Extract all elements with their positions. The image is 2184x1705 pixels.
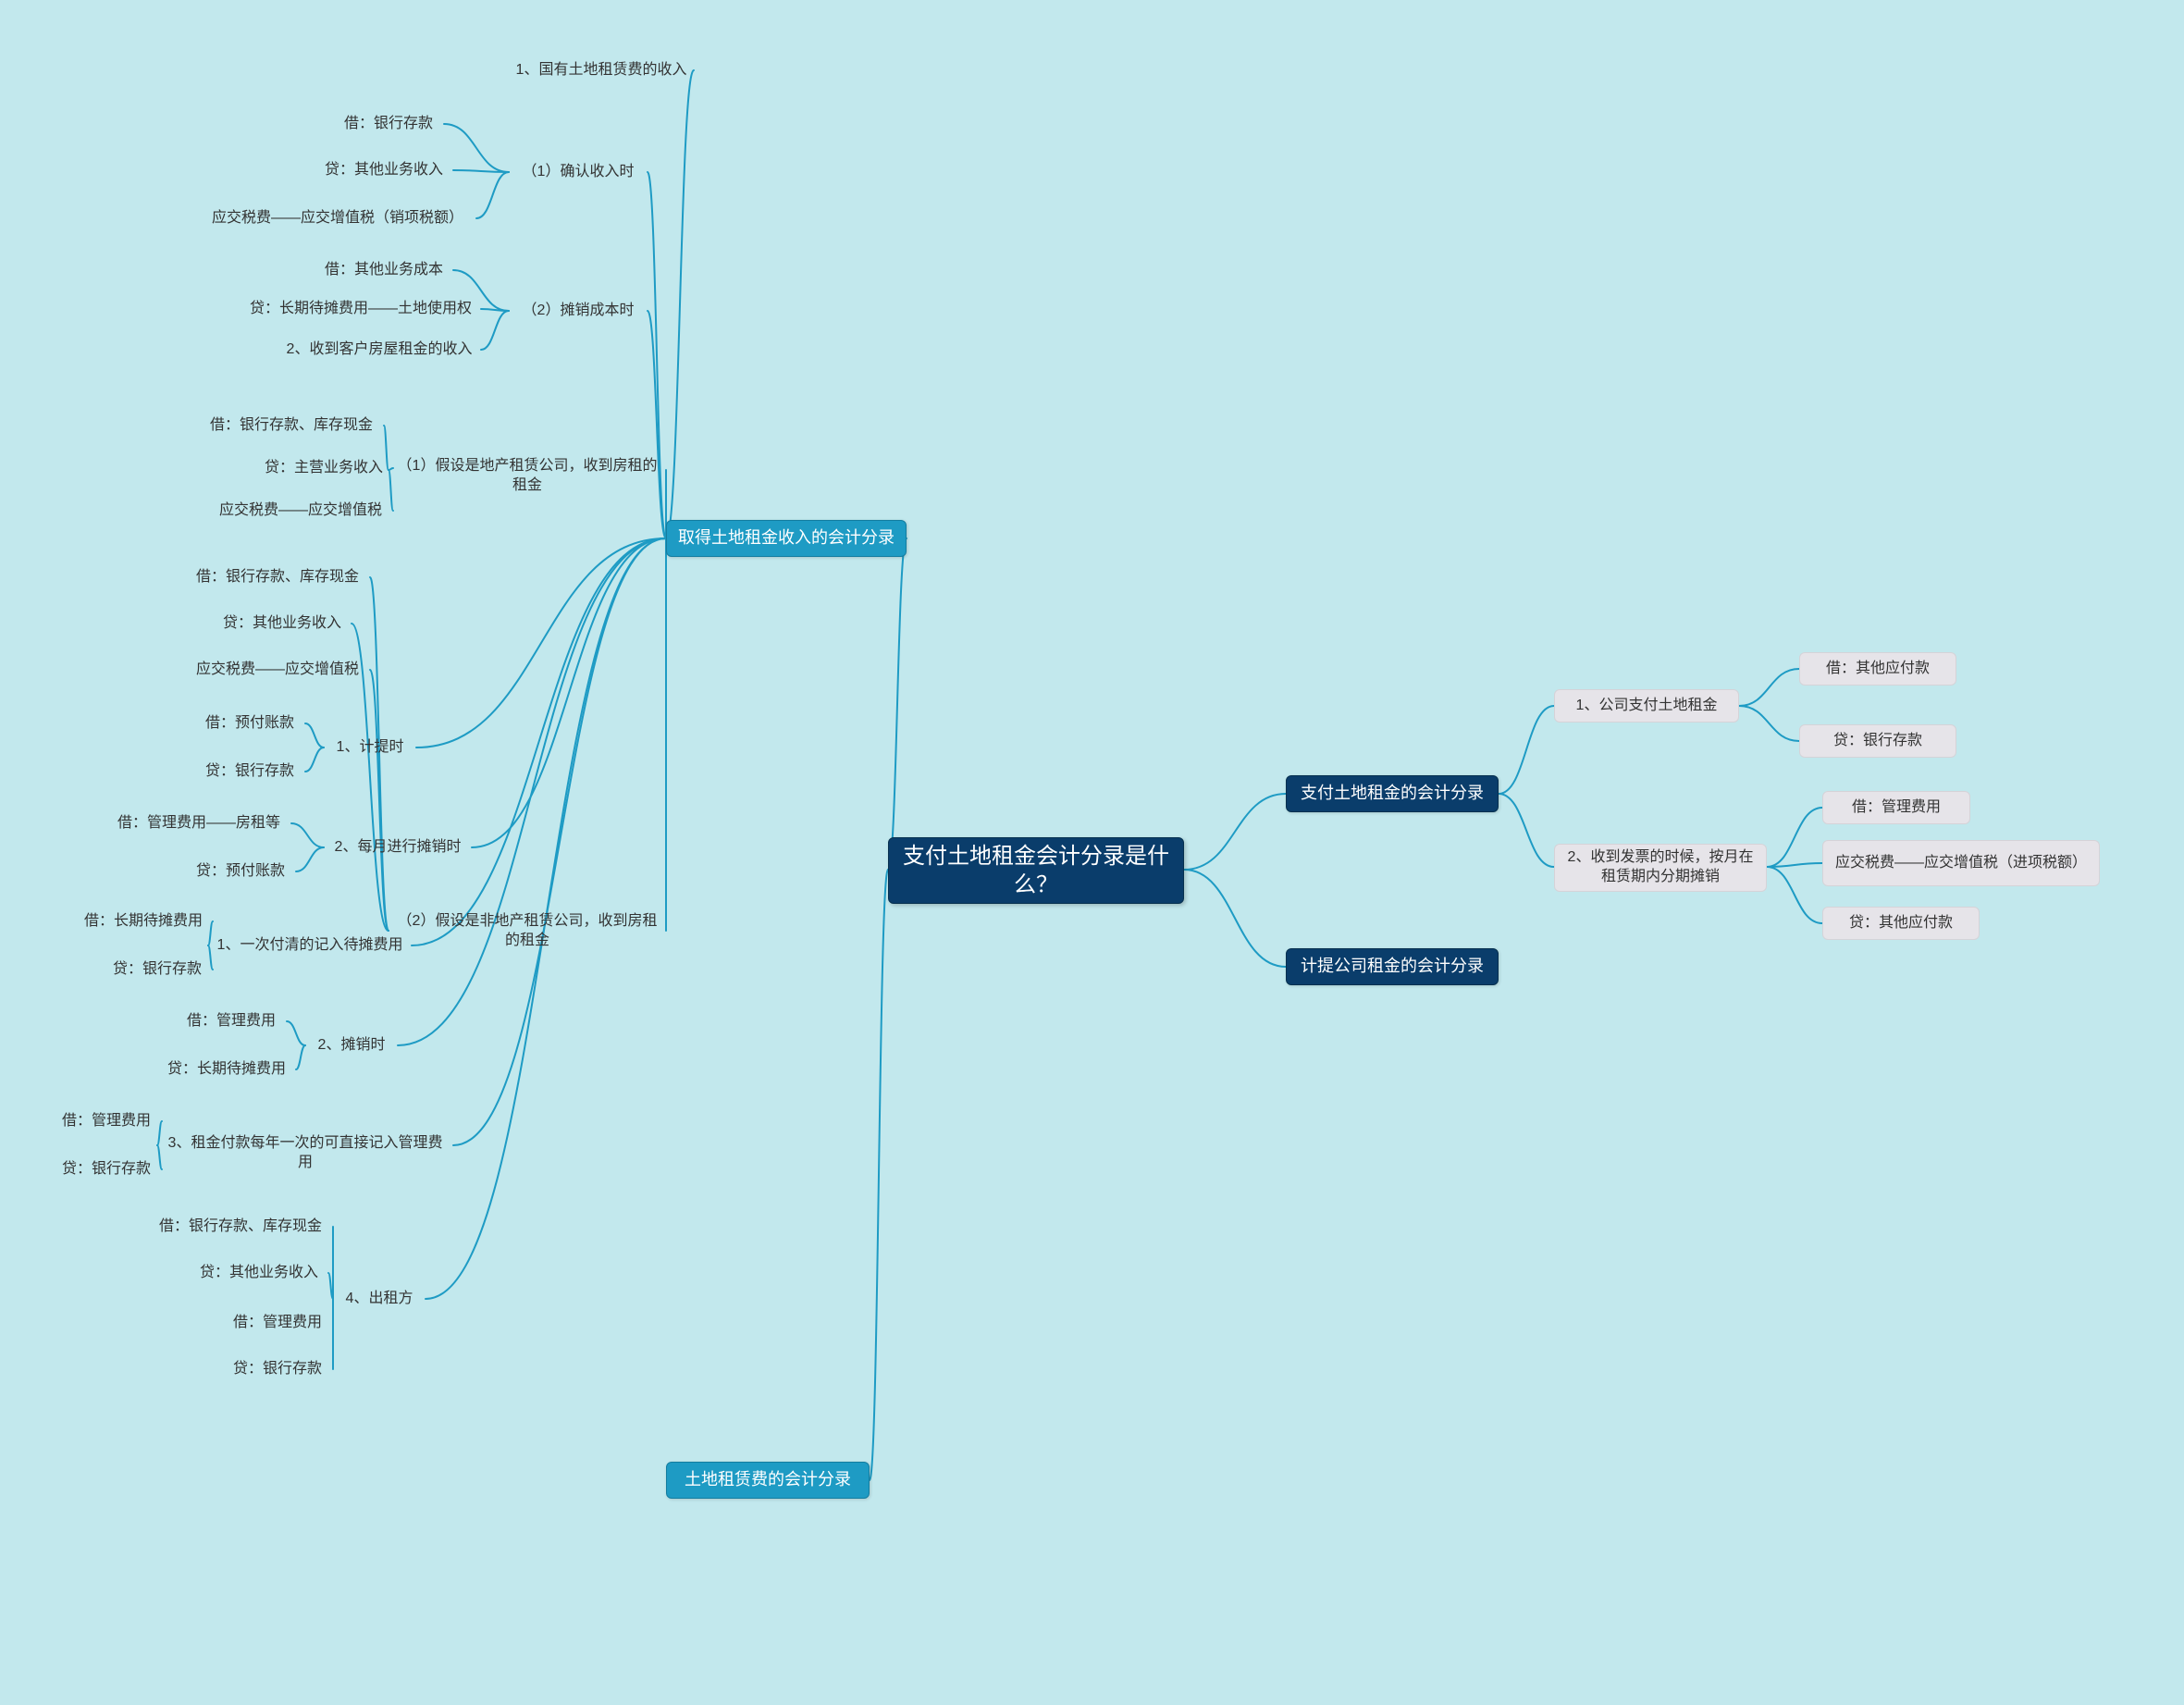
- left-child-0-7: 1、一次付清的记入待摊费用: [208, 934, 412, 957]
- left-leaf-0-4-2: 应交税费——应交增值税: [185, 659, 370, 681]
- left-leaf-0-10-3: 贷：银行存款: [222, 1358, 333, 1380]
- left-leaf-0-2-2: 2、收到客户房屋租金的收入: [278, 339, 481, 361]
- left-child-0-2: （2）摊销成本时: [509, 298, 648, 324]
- left-leaf-0-1-0: 借：银行存款: [333, 113, 444, 135]
- left-child-0-10: 4、出租方: [333, 1288, 426, 1310]
- left-child-0-4: （2）假设是非地产租赁公司，收到房租的租金: [389, 912, 666, 951]
- left-child-0-5: 1、计提时: [324, 736, 416, 759]
- left-leaf-0-6-0: 借：管理费用——房租等: [106, 812, 291, 834]
- left-leaf-0-2-1: 贷：长期待摊费用——土地使用权: [241, 298, 481, 320]
- left-leaf-0-8-0: 借：管理费用: [176, 1010, 287, 1032]
- left-leaf-0-1-2: 应交税费——应交增值税（销项税额）: [199, 200, 476, 237]
- right-leaf-0-1-2: 贷：其他应付款: [1822, 907, 1980, 940]
- left-leaf-0-6-1: 贷：预付账款: [185, 860, 296, 883]
- left-leaf-0-3-2: 应交税费——应交增值税: [208, 500, 393, 522]
- left-leaf-0-4-1: 贷：其他业务收入: [213, 612, 352, 635]
- root-node: 支付土地租金会计分录是什么？: [888, 837, 1184, 904]
- right-child-0-1: 2、收到发票的时候，按月在租赁期内分期摊销: [1554, 844, 1767, 892]
- left-leaf-0-7-1: 贷：银行存款: [102, 958, 213, 981]
- right-branch-1: 计提公司租金的会计分录: [1286, 948, 1499, 985]
- right-child-0-0: 1、公司支付土地租金: [1554, 689, 1739, 723]
- left-leaf-0-3-1: 贷：主营业务收入: [254, 457, 393, 479]
- right-leaf-0-0-0: 借：其他应付款: [1799, 652, 1956, 686]
- left-leaf-0-10-2: 借：管理费用: [222, 1312, 333, 1334]
- left-branch-0: 取得土地租金收入的会计分录: [666, 520, 907, 557]
- right-leaf-0-1-1: 应交税费——应交增值税（进项税额）: [1822, 840, 2100, 886]
- left-child-0-1: （1）确认收入时: [509, 159, 648, 185]
- left-leaf-0-9-1: 贷：银行存款: [51, 1158, 162, 1180]
- left-leaf-0-7-0: 借：长期待摊费用: [74, 910, 213, 933]
- left-leaf-0-10-1: 贷：其他业务收入: [190, 1262, 328, 1284]
- left-leaf-0-3-0: 借：银行存款、库存现金: [199, 414, 384, 437]
- left-leaf-0-2-0: 借：其他业务成本: [315, 259, 453, 281]
- left-leaf-0-5-0: 借：预付账款: [194, 712, 305, 735]
- left-child-0-3: （1）假设是地产租赁公司，收到房租的租金: [389, 457, 666, 496]
- left-leaf-0-4-0: 借：银行存款、库存现金: [185, 566, 370, 588]
- left-leaf-0-9-0: 借：管理费用: [51, 1110, 162, 1132]
- left-leaf-0-10-0: 借：银行存款、库存现金: [148, 1216, 333, 1238]
- left-child-0-8: 2、摊销时: [305, 1034, 398, 1056]
- right-branch-0: 支付土地租金的会计分录: [1286, 775, 1499, 812]
- left-leaf-0-1-1: 贷：其他业务收入: [315, 159, 453, 181]
- right-leaf-0-1-0: 借：管理费用: [1822, 791, 1970, 824]
- right-leaf-0-0-1: 贷：银行存款: [1799, 724, 1956, 758]
- left-child-0-6: 2、每月进行摊销时: [324, 836, 472, 859]
- left-child-0-0: 1、国有土地租赁费的收入: [509, 57, 694, 83]
- left-leaf-0-5-1: 贷：银行存款: [194, 760, 305, 783]
- left-child-0-9: 3、租金付款每年一次的可直接记入管理费用: [157, 1134, 453, 1173]
- left-branch-1: 土地租赁费的会计分录: [666, 1462, 870, 1499]
- left-leaf-0-8-1: 贷：长期待摊费用: [157, 1058, 296, 1081]
